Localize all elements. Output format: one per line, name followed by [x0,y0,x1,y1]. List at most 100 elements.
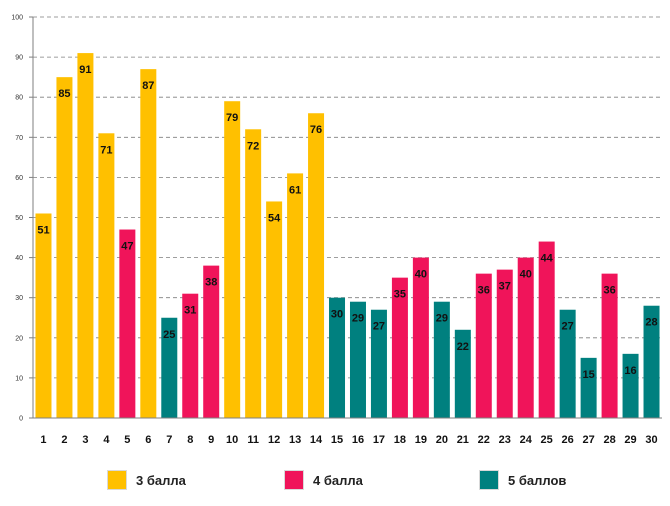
bar-21 [454,329,471,418]
legend-swatch-5-points [479,470,499,490]
x-tick-label-6: 6 [145,434,151,446]
bar-24 [517,257,534,418]
bar-17 [370,309,387,418]
x-tick-label-29: 29 [624,434,636,446]
bar-26 [559,309,576,418]
x-tick-label-2: 2 [61,434,67,446]
bars [35,53,660,419]
bar-27 [580,357,597,418]
legend-label-5-points: 5 баллов [508,472,567,488]
y-tick-label-40: 40 [15,255,23,262]
legend-item-4-points: 4 балла [284,468,363,492]
bar-value-label-13: 61 [289,184,301,196]
bar-value-label-4: 71 [100,144,112,156]
bar-value-label-6: 87 [142,80,154,92]
bar-value-label-14: 76 [310,124,322,136]
bar-value-label-28: 36 [603,285,615,297]
bar-value-label-29: 16 [624,365,636,377]
bar-14 [308,113,325,419]
x-tick-label-12: 12 [268,434,280,446]
bar-2 [56,77,73,419]
legend-item-5-points: 5 баллов [479,468,566,492]
y-tick-label-70: 70 [15,135,23,142]
legend-swatch-4-points [284,470,304,490]
bar-28 [601,273,618,418]
x-tick-label-5: 5 [124,434,130,446]
bar-13 [287,173,304,418]
y-tick-label-50: 50 [15,215,23,222]
bar-value-label-2: 85 [58,88,70,100]
x-tick-label-28: 28 [603,434,615,446]
bar-value-label-23: 37 [499,281,511,293]
x-tick-label-30: 30 [645,434,657,446]
x-tick-label-21: 21 [457,434,469,446]
x-tick-label-25: 25 [541,434,553,446]
y-tick-label-30: 30 [15,295,23,302]
bar-20 [433,301,450,418]
bar-22 [475,273,492,418]
bar-value-label-26: 27 [562,321,574,333]
x-tick-label-23: 23 [499,434,511,446]
grid-lines [29,16,662,419]
y-tick-label-60: 60 [15,175,23,182]
bar-15 [329,297,346,418]
bar-25 [538,241,555,418]
bar-value-label-8: 31 [184,305,196,317]
bar-19 [412,257,429,418]
x-tick-label-20: 20 [436,434,448,446]
y-tick-label-10: 10 [15,375,23,382]
y-tick-label-100: 100 [11,15,23,22]
bar-value-label-22: 36 [478,285,490,297]
bar-3 [77,53,94,419]
bar-value-label-12: 54 [268,212,281,224]
x-tick-label-26: 26 [562,434,574,446]
bar-value-label-5: 47 [121,241,133,253]
x-tick-label-8: 8 [187,434,193,446]
bar-value-label-1: 51 [37,224,49,236]
bar-16 [349,301,366,418]
x-tick-label-11: 11 [247,434,259,446]
bar-value-label-24: 40 [520,269,532,281]
y-tick-label-80: 80 [15,95,23,102]
bar-value-label-18: 35 [394,289,406,301]
legend-item-3-points: 3 балла [107,468,186,492]
bar-7 [161,317,178,418]
x-tick-label-19: 19 [415,434,427,446]
bar-value-label-16: 29 [352,313,364,325]
x-tick-label-4: 4 [103,434,110,446]
bar-value-labels: 51 85 91 71 47 87 25 31 38 79 72 54 61 76 30 29 27 35 40 29… [37,64,657,381]
bar-value-label-10: 79 [226,112,238,124]
x-tick-label-13: 13 [289,434,301,446]
bar-9 [203,265,220,418]
legend-label-4-points: 4 балла [313,472,363,488]
x-tick-label-10: 10 [226,434,238,446]
bar-value-label-3: 91 [79,64,91,76]
bar-value-label-20: 29 [436,313,448,325]
x-tick-label-16: 16 [352,434,364,446]
bar-value-label-27: 15 [582,369,594,381]
bar-value-label-9: 38 [205,277,217,289]
axes [32,17,662,419]
bar-11 [245,129,262,418]
bar-6 [140,69,157,418]
bar-4 [98,133,115,419]
legend-label-3-points: 3 балла [136,472,186,488]
bar-value-label-30: 28 [645,317,657,329]
x-tick-label-9: 9 [208,434,214,446]
bar-29 [622,353,639,418]
bar-30 [643,305,660,418]
x-tick-label-15: 15 [331,434,343,446]
x-tick-label-1: 1 [40,434,46,446]
bar-1 [35,213,52,418]
x-tick-label-17: 17 [373,434,385,446]
x-tick-label-27: 27 [582,434,594,446]
bar-8 [182,293,199,418]
bar-value-label-19: 40 [415,269,427,281]
x-tick-label-22: 22 [478,434,490,446]
bar-10 [224,101,241,419]
bar-value-label-21: 22 [457,341,469,353]
x-tick-label-3: 3 [82,434,88,446]
x-tick-label-14: 14 [310,434,323,446]
legend-swatch-3-points [107,470,127,490]
